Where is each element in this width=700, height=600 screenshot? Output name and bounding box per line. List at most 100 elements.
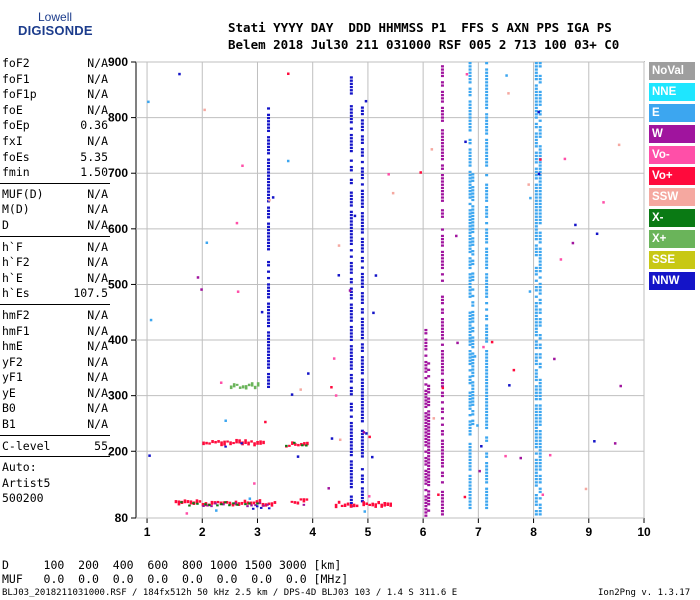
data-point-e (485, 250, 489, 254)
data-point-nnw (349, 415, 353, 418)
data-point-nnw (360, 122, 364, 125)
data-point-e (538, 151, 542, 154)
data-point-e (468, 174, 472, 177)
data-point-e (538, 206, 542, 209)
data-point-w (440, 279, 444, 282)
data-point-e (471, 317, 475, 320)
data-point-trace (234, 502, 237, 505)
data-point-e (538, 481, 542, 484)
auto-artist: Artist5 (2, 475, 51, 490)
data-point-vo (346, 502, 350, 506)
data-point-e (538, 218, 542, 222)
data-point-e (485, 414, 489, 417)
data-point-e (485, 132, 489, 135)
data-point-e (471, 342, 475, 346)
data-point-nnw (360, 119, 364, 122)
data-point-e (485, 337, 489, 340)
data-point-w (440, 65, 444, 68)
data-point-e (534, 209, 538, 212)
data-point-w (427, 477, 431, 480)
data-point-nnw (267, 168, 271, 171)
data-point-trace (293, 441, 296, 444)
data-point-nnw (349, 233, 353, 236)
data-point-w (440, 430, 444, 433)
data-point-e (534, 103, 538, 106)
data-point-nnw (349, 236, 353, 239)
data-point-nnw (349, 377, 353, 380)
data-point-e (485, 154, 489, 158)
data-point-e (538, 100, 542, 103)
data-point-e (468, 353, 472, 356)
data-point-e (471, 314, 475, 317)
data-point-trace (258, 502, 261, 505)
data-point-e (468, 164, 472, 167)
x-tick-label: 4 (309, 525, 316, 539)
param-name: B0 (2, 401, 16, 416)
data-point-e (468, 212, 472, 215)
data-point-w (440, 481, 444, 484)
data-point-e (538, 430, 542, 433)
data-point-w (440, 308, 444, 311)
data-point-e (468, 362, 472, 366)
data-point-e (468, 193, 472, 196)
data-point-w (427, 467, 431, 471)
data-point-nnw (349, 348, 353, 351)
data-point-e (471, 278, 475, 282)
data-point-e (485, 263, 489, 266)
data-point-vo (389, 502, 392, 507)
data-point-w (427, 448, 431, 451)
data-point-nnw (349, 239, 353, 242)
data-point-e (468, 494, 472, 497)
data-point-scatter (480, 445, 483, 448)
data-point-e (485, 103, 489, 106)
param-value: N/A (87, 323, 108, 338)
data-point-trace (266, 503, 269, 506)
data-point-e (468, 68, 472, 71)
data-point-e (534, 510, 538, 513)
data-point-e (534, 161, 538, 164)
data-point-nnw (267, 238, 271, 241)
data-point-nnw (360, 125, 364, 128)
data-point-w (440, 193, 444, 196)
data-point-e (534, 190, 538, 193)
parameter-panel: foF2 N/A foF1 N/A foF1p N/A foE N/A foEp 0.36 fxI N… (0, 56, 112, 507)
data-point-nnw (360, 135, 364, 138)
data-point-w (440, 330, 444, 334)
data-point-w (440, 119, 444, 122)
data-point-e (485, 506, 489, 510)
data-point-e (538, 346, 542, 350)
data-point-nnw (360, 445, 364, 448)
data-point-e (534, 183, 538, 186)
y-tick-label: 900 (108, 55, 128, 69)
data-point-vo (303, 442, 306, 446)
data-point-nnw (349, 303, 353, 306)
data-point-scatter (541, 493, 545, 496)
data-point-w (440, 142, 444, 145)
data-point-vo (189, 500, 193, 505)
data-point-e (468, 324, 472, 327)
logo-line1: Lowell (38, 10, 73, 24)
data-point-e (468, 119, 472, 122)
data-point-nnw (360, 407, 364, 410)
data-point-w (440, 446, 444, 449)
data-point-e (468, 497, 472, 500)
data-point-vo (228, 501, 232, 505)
data-point-e (538, 234, 542, 238)
data-point-e (471, 304, 475, 307)
data-point-nnw (349, 338, 353, 342)
data-point-e (534, 394, 538, 398)
data-point-vo (208, 442, 211, 445)
data-point-e (485, 350, 489, 353)
data-point-nnw (360, 356, 364, 359)
data-point-w (424, 511, 428, 514)
data-point-nnw (360, 154, 364, 157)
data-point-nnw (349, 460, 353, 463)
data-point-nnw (349, 79, 353, 82)
y-tick-label: 80 (115, 511, 129, 525)
data-point-e (485, 388, 489, 391)
data-point-e (468, 500, 472, 503)
data-point-scatter (464, 140, 467, 144)
data-point-e (534, 138, 538, 142)
data-point-nnw (360, 432, 364, 436)
data-point-w (424, 450, 428, 453)
